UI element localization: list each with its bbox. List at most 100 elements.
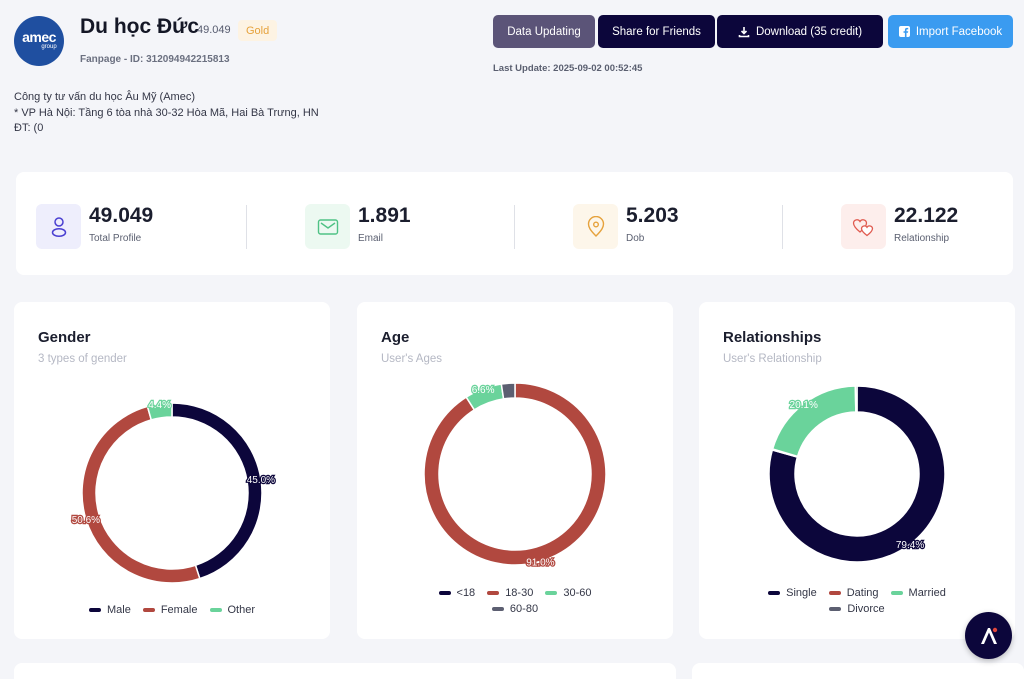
stat-value: 22.122 <box>894 204 959 227</box>
chart-title: Relationships <box>723 329 822 346</box>
legend-swatch <box>768 591 781 595</box>
legend-swatch <box>88 608 101 612</box>
download-label: Download (35 credit) <box>755 25 863 38</box>
donut-slice-60-80[interactable] <box>500 382 516 400</box>
description-line: Công ty tư vấn du học Âu Mỹ (Amec) <box>14 91 195 103</box>
legend-row: 60-80 <box>357 601 673 617</box>
relationships-donut-chart: 79.4% 20.1% <box>768 385 946 563</box>
chart-title: Gender <box>38 329 91 346</box>
legend-swatch <box>829 607 842 611</box>
legend-label: Divorce <box>847 603 885 615</box>
legend-label: Married <box>908 587 946 599</box>
chart-subtitle: User's Ages <box>381 353 442 365</box>
location-icon <box>573 204 618 249</box>
legend-item[interactable]: Female <box>142 604 198 616</box>
fanpage-id: Fanpage - ID: 312094942215813 <box>80 54 230 65</box>
data-updating-button[interactable]: Data Updating <box>493 15 595 48</box>
legend-item[interactable]: Married <box>890 587 946 599</box>
relationships-card: Relationships User's Relationship 79.4% 2… <box>699 302 1015 639</box>
gender-donut-chart: 45.0% 50.6% 4.4% <box>70 399 276 584</box>
gender-card: Gender 3 types of gender 45.0% 50.6% 4.4% … <box>14 302 330 639</box>
stat-label: Relationship <box>894 233 950 244</box>
logo-text: amec <box>22 29 56 45</box>
legend-label: Dating <box>846 587 879 599</box>
stat-label: Dob <box>626 233 645 244</box>
import-facebook-label: Import Facebook <box>915 25 1003 38</box>
stat-label: Total Profile <box>89 233 142 244</box>
stat-divider <box>782 205 783 249</box>
donut-data-label: 6.6% <box>472 385 495 396</box>
donut-data-label: 4.4% <box>148 400 171 411</box>
donut-slice-married[interactable] <box>771 385 857 458</box>
donut-slice-single[interactable] <box>768 385 946 563</box>
donut-slice-female[interactable] <box>81 405 201 584</box>
age-card: Age User's Ages 91.0% 6.6% <18 18-30 30-60 6… <box>357 302 673 639</box>
stat-divider <box>246 205 247 249</box>
legend-swatch <box>545 591 558 595</box>
donut-data-label: 79.4% <box>896 540 924 551</box>
stat-value: 49.049 <box>89 204 154 227</box>
stat-label: Email <box>358 233 384 244</box>
data-updating-label: Data Updating <box>507 25 581 38</box>
hearts-icon <box>841 204 886 249</box>
chart-subtitle: User's Relationship <box>723 353 822 365</box>
legend-swatch <box>828 591 841 595</box>
legend-swatch <box>142 608 155 612</box>
description-line: ĐT: (0 <box>14 122 44 134</box>
stats-panel: 49.049 Total Profile 1.891 Email 5.203 D… <box>16 172 1013 275</box>
page-description: Công ty tư vấn du học Âu Mỹ (Amec) * VP … <box>14 90 319 137</box>
stat-value: 5.203 <box>626 204 679 227</box>
download-icon <box>738 26 750 37</box>
legend-swatch <box>487 591 500 595</box>
gender-legend: Male Female Other <box>14 602 330 618</box>
legend-item[interactable]: Dating <box>828 587 879 599</box>
share-button[interactable]: Share for Friends <box>598 15 715 48</box>
legend-swatch <box>491 607 504 611</box>
legend-swatch <box>209 608 222 612</box>
legend-label: <18 <box>456 587 476 599</box>
legend-row: Male Female Other <box>14 602 330 618</box>
download-button[interactable]: Download (35 credit) <box>717 15 883 48</box>
facebook-icon <box>898 26 910 37</box>
bottom-card <box>692 663 1024 679</box>
age-donut-chart: 91.0% 6.6% <box>423 382 607 570</box>
legend-label: 30-60 <box>563 587 592 599</box>
legend-item[interactable]: Male <box>88 604 131 616</box>
donut-slice-male[interactable] <box>171 402 263 580</box>
legend-item[interactable]: Single <box>768 587 817 599</box>
description-line: * VP Hà Nội: Tầng 6 tòa nhà 30-32 Hòa Mã… <box>14 106 319 119</box>
legend-item[interactable]: Divorce <box>829 603 885 615</box>
page-title: Du học Đức <box>80 15 200 38</box>
legend-item[interactable]: 60-80 <box>491 603 539 615</box>
legend-item[interactable]: 18-30 <box>487 587 533 599</box>
chart-subtitle: 3 types of gender <box>38 353 127 365</box>
donut-slice-18-30[interactable] <box>423 382 607 566</box>
bottom-card <box>14 663 676 679</box>
assistant-button[interactable] <box>965 612 1012 659</box>
tier-badge: Gold <box>238 20 278 41</box>
page-logo: amec group <box>14 16 64 66</box>
legend-label: 60-80 <box>509 603 539 615</box>
legend-swatch <box>890 591 903 595</box>
legend-label: Single <box>786 587 817 599</box>
user-icon <box>36 204 81 249</box>
legend-item[interactable]: 30-60 <box>545 587 591 599</box>
legend-row: Divorce <box>699 601 1015 617</box>
legend-item[interactable]: <18 <box>438 587 476 599</box>
legend-item[interactable]: Other <box>209 604 256 616</box>
relationships-legend: Single Dating Married Divorce <box>699 585 1015 617</box>
age-legend: <18 18-30 30-60 60-80 <box>357 585 673 617</box>
legend-swatch <box>438 591 451 595</box>
stat-value: 1.891 <box>358 204 411 227</box>
stat-divider <box>514 205 515 249</box>
chart-title: Age <box>381 329 410 346</box>
legend-label: Other <box>227 604 256 616</box>
page-header: amec group Du học Đức 49.049 Gold Fanpag… <box>0 0 1024 160</box>
donut-slice-divorce[interactable] <box>854 385 858 413</box>
donut-slice-other[interactable] <box>146 402 173 421</box>
share-label: Share for Friends <box>612 25 701 38</box>
import-facebook-button[interactable]: Import Facebook <box>888 15 1013 48</box>
last-update-timestamp: Last Update: 2025-09-02 00:52:45 <box>493 63 643 74</box>
logo-subtext: group <box>41 44 57 50</box>
legend-row: <18 18-30 30-60 <box>357 585 673 601</box>
